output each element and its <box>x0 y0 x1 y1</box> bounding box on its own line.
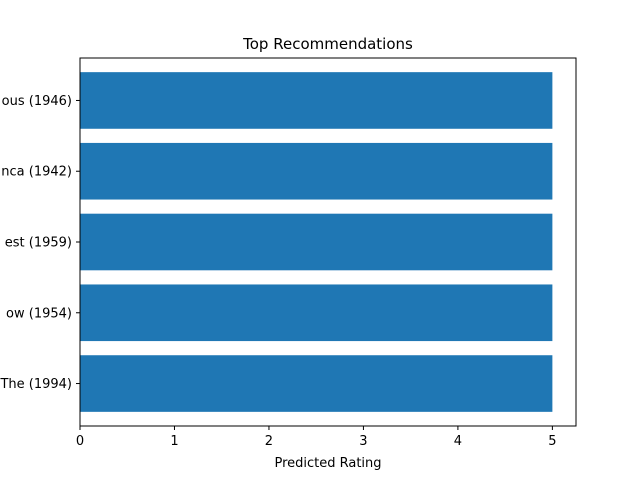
y-tick-label-4: The (1994) <box>0 377 72 392</box>
x-tick-label-4: 4 <box>454 434 462 449</box>
chart-title: Top Recommendations <box>242 35 413 53</box>
bar-2 <box>80 213 553 271</box>
bar-1 <box>80 142 553 200</box>
x-axis: 0 1 2 3 4 5 <box>76 426 557 449</box>
x-tick-label-3: 3 <box>359 434 367 449</box>
bar-0 <box>80 72 553 129</box>
y-tick-label-0: ous (1946) <box>2 94 72 109</box>
y-tick-label-2: est (1959) <box>5 236 72 251</box>
x-tick-label-0: 0 <box>76 434 84 449</box>
x-tick-label-5: 5 <box>548 434 556 449</box>
x-tick-label-2: 2 <box>265 434 273 449</box>
x-tick-label-1: 1 <box>170 434 178 449</box>
y-axis: ous (1946) nca (1942) est (1959) ow (1954) T… <box>0 94 80 392</box>
bars-layer <box>80 72 553 412</box>
x-axis-label: Predicted Rating <box>274 456 381 471</box>
y-tick-label-1: nca (1942) <box>1 165 72 180</box>
bar-3 <box>80 284 553 342</box>
bar-4 <box>80 355 553 412</box>
y-tick-label-3: ow (1954) <box>6 306 72 321</box>
